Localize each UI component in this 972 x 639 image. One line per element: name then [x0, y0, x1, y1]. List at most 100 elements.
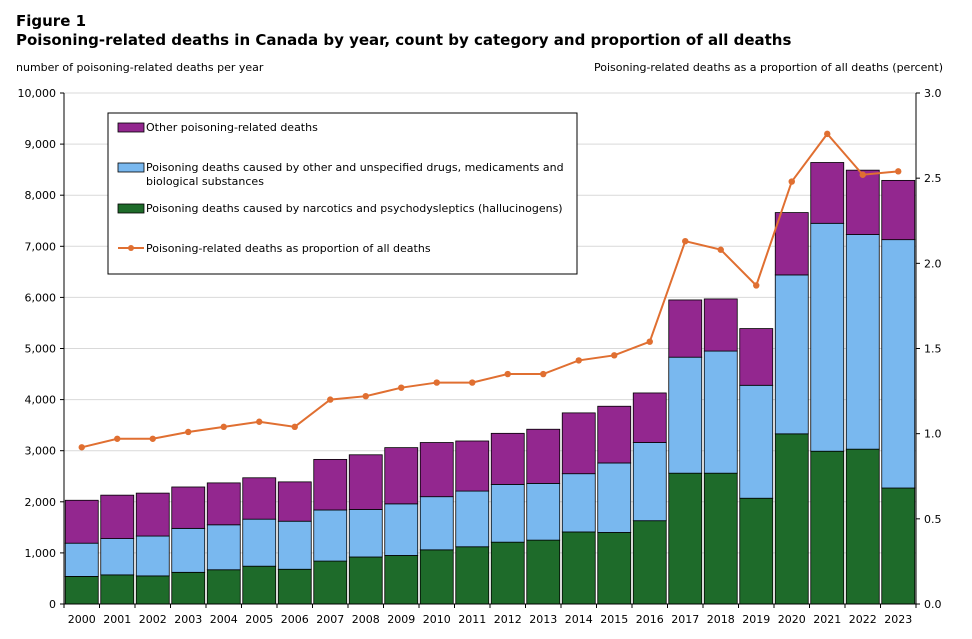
y2-tick-label: 0.0 — [924, 598, 942, 611]
bar-segment-2 — [739, 384, 774, 499]
proportion-point — [788, 178, 795, 185]
x-tick-label: 2007 — [316, 613, 344, 626]
proportion-point — [114, 435, 121, 442]
bar-segment-3 — [845, 169, 880, 235]
y-tick-label: 3,000 — [25, 445, 57, 458]
bar-segment-1 — [845, 448, 880, 605]
bar-segment-3 — [313, 458, 348, 511]
chart-title: Poisoning-related deaths in Canada by ye… — [16, 31, 792, 49]
proportion-point — [540, 370, 547, 378]
x-tick-label: 2004 — [210, 613, 238, 626]
proportion-point — [327, 396, 334, 403]
legend: Other poisoning-related deaths Poisoning … — [107, 112, 578, 275]
legend-swatch-narcotics — [117, 203, 145, 214]
bar-segment-3 — [774, 212, 809, 276]
bar-segment-1 — [242, 565, 277, 605]
bar-segment-1 — [490, 541, 525, 605]
proportion-point — [362, 392, 369, 400]
x-tick-label: 2002 — [139, 613, 167, 626]
legend-label-other: Other poisoning-related deaths — [146, 121, 318, 134]
bar-segment-1 — [135, 575, 170, 605]
bar-segment-3 — [64, 499, 99, 544]
x-tick-label: 2001 — [103, 613, 131, 626]
x-tick-label: 2005 — [245, 613, 273, 626]
bar-segment-2 — [242, 518, 277, 567]
x-tick-label: 2017 — [671, 613, 699, 626]
bar-segment-1 — [171, 571, 206, 605]
figure-label: Figure 1 — [16, 12, 87, 30]
x-tick-label: 2013 — [529, 613, 557, 626]
proportion-point — [611, 352, 618, 359]
bar-segment-3 — [703, 298, 738, 352]
legend-marker-proportion — [128, 245, 134, 251]
proportion-point — [859, 171, 866, 178]
bar-segment-1 — [277, 568, 312, 605]
x-tick-label: 2023 — [884, 613, 912, 626]
bar-segment-1 — [384, 555, 419, 605]
y-tick-label: 5,000 — [25, 343, 57, 356]
y-tick-label: 6,000 — [25, 291, 57, 304]
proportion-point — [646, 338, 653, 345]
bar-segment-2 — [384, 503, 419, 556]
bar-segment-3 — [739, 328, 774, 386]
bar-segment-1 — [632, 520, 667, 605]
x-tick-label: 2016 — [636, 613, 664, 626]
x-tick-label: 2021 — [813, 613, 841, 626]
proportion-point — [78, 444, 85, 451]
x-tick-label: 2019 — [742, 613, 770, 626]
x-tick-label: 2020 — [778, 613, 806, 626]
proportion-point — [220, 423, 227, 431]
legend-label-narcotics: Poisoning deaths caused by narcotics and… — [146, 202, 563, 215]
bar-segment-2 — [810, 222, 845, 452]
proportion-point — [256, 418, 263, 425]
bar-segment-3 — [597, 405, 632, 464]
bar-segment-3 — [100, 494, 135, 539]
y2-tick-label: 2.5 — [924, 172, 942, 185]
proportion-point — [753, 282, 760, 289]
bar-segment-1 — [668, 472, 703, 605]
y2-axis-title: Poisoning-related deaths as a proportion… — [593, 61, 943, 74]
bar-segment-2 — [64, 542, 99, 577]
bar-segment-2 — [881, 239, 916, 489]
bar-segment-2 — [277, 520, 312, 570]
bar-segment-3 — [171, 486, 206, 529]
bar-segment-3 — [277, 481, 312, 522]
legend-label-other-drugs-line2: biological substances — [146, 175, 264, 188]
y2-tick-label: 1.5 — [924, 343, 942, 356]
x-tick-label: 2010 — [423, 613, 451, 626]
bar-segment-2 — [774, 274, 809, 435]
x-tick-label: 2000 — [68, 613, 96, 626]
bar-segment-3 — [632, 392, 667, 443]
y2-tick-label: 0.5 — [924, 513, 942, 526]
bar-segment-3 — [668, 299, 703, 358]
bar-segment-2 — [206, 524, 241, 571]
y2-tick-label: 3.0 — [924, 87, 942, 100]
proportion-point — [185, 428, 192, 436]
proportion-point — [398, 384, 405, 391]
y-tick-label: 9,000 — [25, 138, 57, 151]
bar-segment-1 — [810, 450, 845, 605]
proportion-point — [291, 423, 298, 431]
bar-segment-2 — [845, 234, 880, 450]
proportion-point — [717, 246, 724, 253]
x-tick-label: 2006 — [281, 613, 309, 626]
x-tick-label: 2009 — [387, 613, 415, 626]
y-tick-label: 1,000 — [25, 547, 57, 560]
proportion-line — [81, 132, 899, 449]
bar-segment-3 — [881, 179, 916, 241]
x-tick-label: 2014 — [565, 613, 593, 626]
y-tick-label: 7,000 — [25, 240, 57, 253]
legend-swatch-other-drugs — [117, 162, 145, 173]
bar-segment-2 — [703, 350, 738, 474]
proportion-point — [824, 130, 831, 138]
x-tick-label: 2018 — [707, 613, 735, 626]
x-tick-label: 2022 — [849, 613, 877, 626]
y-tick-label: 0 — [49, 598, 56, 611]
y-axis-title: number of poisoning-related deaths per y… — [16, 61, 264, 74]
legend-swatch-other — [117, 122, 145, 133]
axes: 0 1,000 2,000 3,000 4,000 5,000 6,000 7,000 8,00… — [18, 87, 942, 626]
proportion-point — [433, 379, 440, 386]
bar-segment-2 — [561, 473, 596, 533]
legend-label-proportion: Poisoning-related deaths as proportion o… — [146, 242, 431, 255]
y-tick-label: 2,000 — [25, 496, 57, 509]
